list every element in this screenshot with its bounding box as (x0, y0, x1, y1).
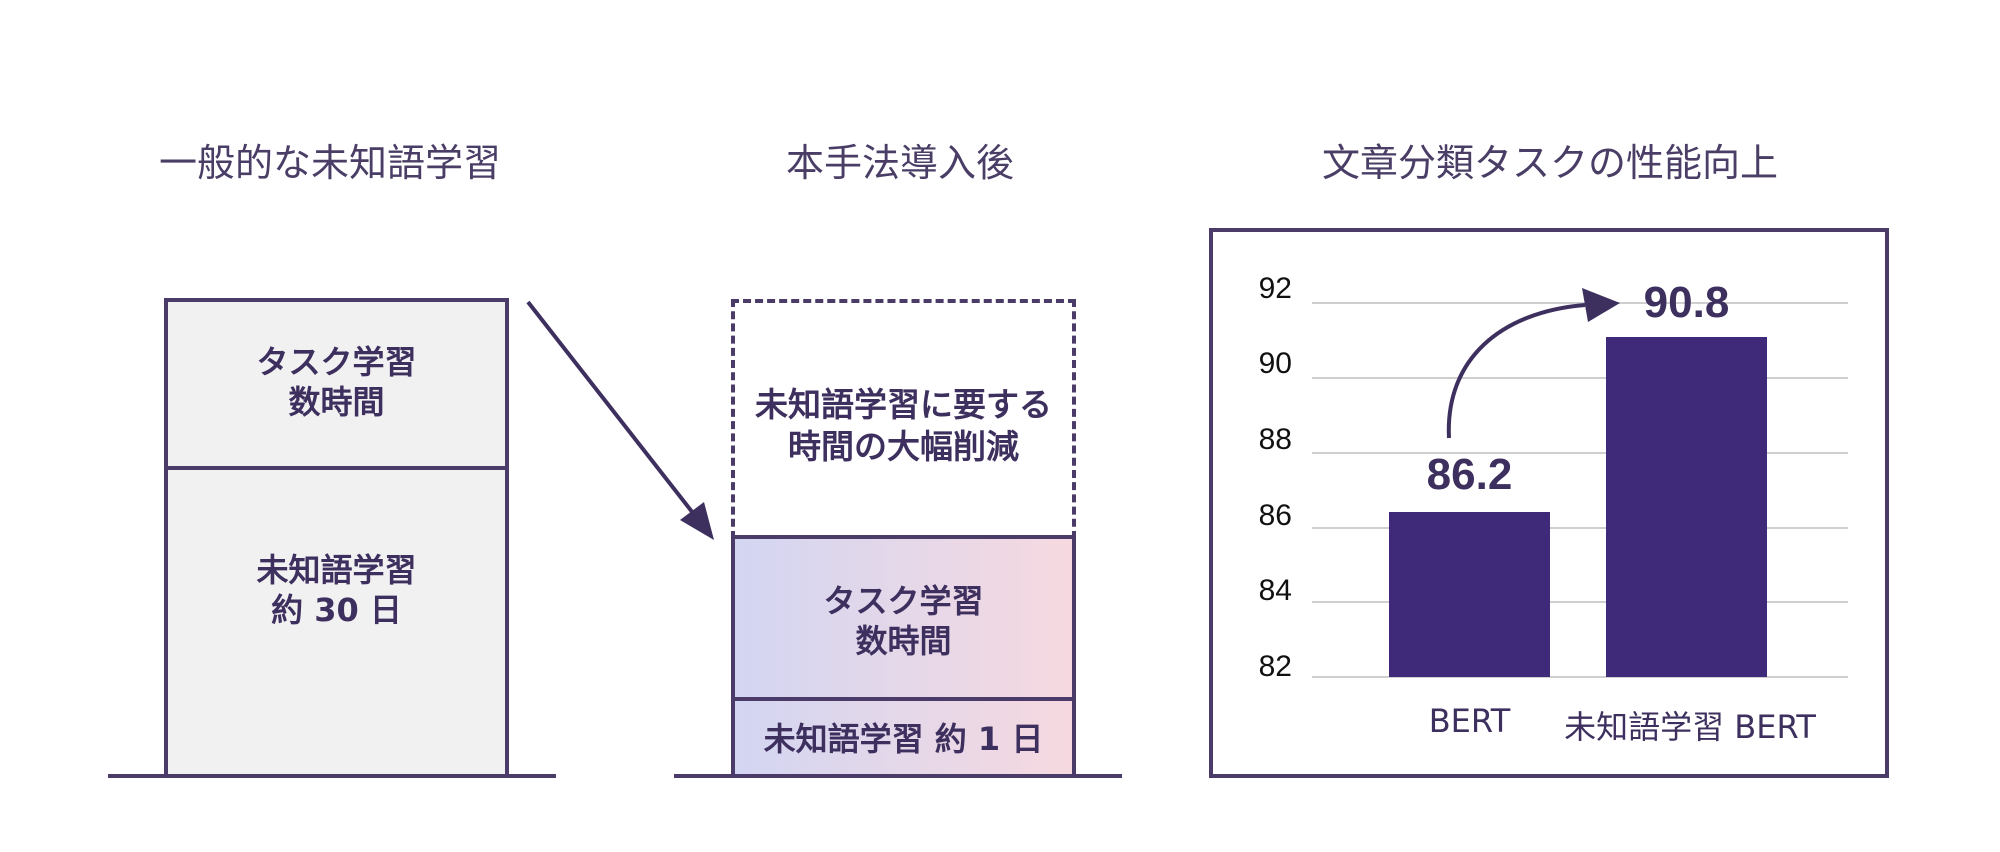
xlabel-unknown-word-bert: 未知語学習 BERT (1564, 708, 1816, 746)
left-task-learning-block: タスク学習 数時間 (164, 298, 509, 470)
middle-task-label-line2: 数時間 (855, 622, 952, 660)
middle-baseline (674, 774, 1122, 778)
bar-unknown-word-bert (1606, 337, 1767, 677)
left-unknown-label-line1: 未知語学習 (256, 551, 417, 589)
right-panel-title: 文章分類タスクの性能向上 (1321, 141, 1778, 185)
ytick-92: 92 (1258, 272, 1292, 305)
middle-panel-title: 本手法導入後 (785, 141, 1014, 185)
left-task-label-line1: タスク学習 (256, 343, 417, 381)
chart-frame (1209, 228, 1889, 778)
middle-unknown-word-learning-block: 未知語学習 約 1 日 (735, 701, 1072, 778)
left-unknown-label-line2: 約 30 日 (271, 591, 402, 629)
gridline-90 (1312, 377, 1848, 379)
value-label-bert: 86.2 (1426, 450, 1513, 499)
value-label-unknown-word-bert: 90.8 (1643, 278, 1730, 327)
gridline-88 (1312, 452, 1848, 454)
ytick-90: 90 (1258, 347, 1292, 380)
gridline-92 (1312, 302, 1848, 304)
left-panel-title: 一般的な未知語学習 (158, 141, 501, 185)
gridline-86 (1312, 527, 1848, 529)
left-baseline (108, 774, 556, 778)
middle-gradient-stack: タスク学習 数時間 未知語学習 約 1 日 (731, 535, 1076, 778)
middle-task-label-line1: タスク学習 (823, 582, 984, 620)
left-task-label-line2: 数時間 (288, 383, 385, 421)
left-unknown-word-learning-block: 未知語学習 約 30 日 (164, 466, 509, 778)
middle-unknown-label: 未知語学習 約 1 日 (763, 720, 1044, 758)
gridline-84 (1312, 601, 1848, 603)
xlabel-bert: BERT (1428, 702, 1511, 740)
middle-task-learning-block: タスク学習 数時間 (735, 539, 1072, 697)
ytick-84: 84 (1258, 574, 1292, 607)
gridline-82 (1312, 676, 1848, 678)
reduced-time-dashed-block: 未知語学習に要する 時間の大幅削減 (731, 299, 1076, 539)
reduced-label-line2: 時間の大幅削減 (788, 427, 1019, 466)
ytick-86: 86 (1258, 499, 1292, 532)
ytick-88: 88 (1258, 423, 1292, 456)
middle-divider (735, 697, 1072, 701)
ytick-82: 82 (1258, 650, 1292, 683)
reduced-label-line1: 未知語学習に要する (755, 385, 1052, 424)
bar-bert (1389, 512, 1550, 677)
